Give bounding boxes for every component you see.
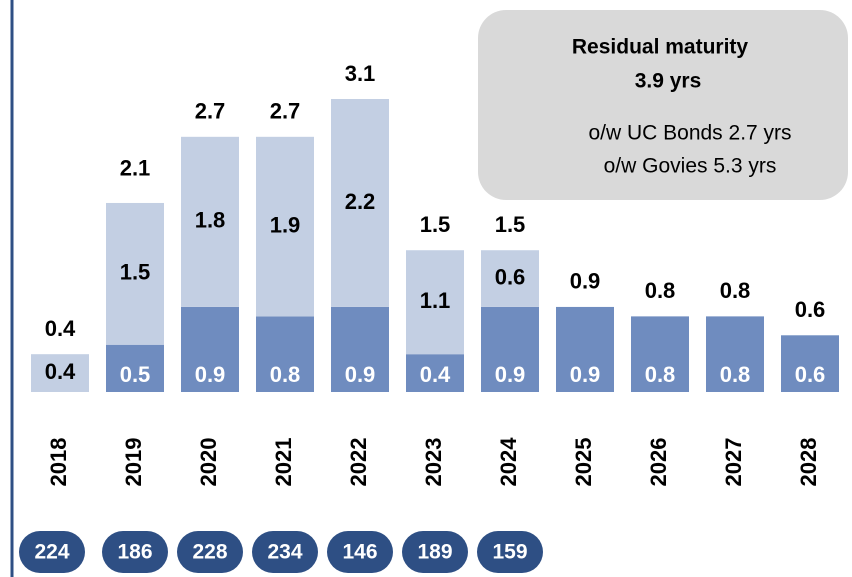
x-tick-label: 2022 [346, 438, 371, 487]
total-label: 0.9 [570, 269, 601, 294]
bar-segment [181, 136, 239, 307]
bar-segment [556, 306, 614, 392]
x-tick-label: 2028 [796, 438, 821, 487]
value-label: 0.5 [120, 362, 151, 387]
x-tick-label: 2025 [571, 438, 596, 487]
bar-segment [481, 306, 539, 392]
x-tick-label: 2019 [121, 438, 146, 487]
value-label: 0.8 [720, 362, 751, 387]
bar-segment [481, 250, 539, 307]
footer-pill [252, 531, 318, 573]
value-label: 0.9 [345, 362, 376, 387]
value-label: 0.9 [195, 362, 226, 387]
total-label: 3.1 [345, 61, 376, 86]
total-label: 0.8 [645, 278, 676, 303]
footer-value: 186 [117, 541, 152, 564]
bar-segment [331, 99, 389, 307]
value-label: 0.6 [795, 362, 826, 387]
value-label: 1.5 [120, 260, 151, 285]
footer-pill [402, 531, 468, 573]
footer-value: 224 [34, 541, 69, 564]
total-label: 0.6 [795, 297, 826, 322]
x-tick-label: 2027 [721, 438, 746, 487]
total-label: 2.7 [195, 99, 226, 124]
footer-pill [177, 531, 243, 573]
bar-segment [781, 335, 839, 392]
bar-segment [181, 306, 239, 392]
total-label: 0.8 [720, 278, 751, 303]
total-label: 2.1 [120, 155, 151, 180]
bar-segment [256, 316, 314, 392]
bar-segment [331, 306, 389, 392]
bar-segment [406, 354, 464, 392]
total-label: 1.5 [495, 212, 526, 237]
footer-pill [19, 531, 85, 573]
value-label: 0.6 [495, 264, 526, 289]
value-label: 0.9 [570, 362, 601, 387]
bar-segment [256, 136, 314, 317]
bar-segment [31, 354, 89, 392]
value-label: 2.2 [345, 189, 376, 214]
total-label: 1.5 [420, 212, 451, 237]
x-tick-label: 2024 [496, 437, 521, 487]
footer-pill [327, 531, 393, 573]
value-label: 1.9 [270, 212, 301, 237]
total-label: 2.7 [270, 99, 301, 124]
bar-segment [631, 316, 689, 392]
value-label: 0.9 [495, 362, 526, 387]
value-label: 1.1 [420, 288, 451, 313]
bar-segment [106, 344, 164, 392]
value-label: 1.8 [195, 208, 226, 233]
annotation-box [478, 10, 848, 200]
bar-segment [406, 250, 464, 355]
footer-value: 234 [267, 541, 302, 564]
value-label: 0.8 [645, 362, 676, 387]
footer-pill [477, 531, 543, 573]
footer-value: 146 [342, 541, 377, 564]
bar-segment [706, 316, 764, 392]
x-tick-label: 2021 [271, 438, 296, 487]
value-label: 0.4 [420, 362, 451, 387]
footer-value: 159 [492, 541, 527, 564]
annotation-title: Residual maturity [572, 36, 749, 59]
footer-pill [102, 531, 168, 573]
annotation-subtitle: 3.9 yrs [635, 70, 702, 93]
footer-value: 189 [417, 541, 452, 564]
x-tick-label: 2018 [46, 438, 71, 487]
x-tick-label: 2026 [646, 438, 671, 487]
x-tick-label: 2020 [196, 438, 221, 487]
x-tick-label: 2023 [421, 438, 446, 487]
footer-value: 228 [192, 541, 227, 564]
total-label: 0.4 [45, 316, 76, 341]
value-label: 0.8 [270, 362, 301, 387]
annotation-line: o/w UC Bonds 2.7 yrs [588, 122, 791, 145]
bar-segment [106, 202, 164, 345]
value-label: 0.4 [45, 359, 76, 384]
annotation-line: o/w Govies 5.3 yrs [604, 155, 777, 178]
